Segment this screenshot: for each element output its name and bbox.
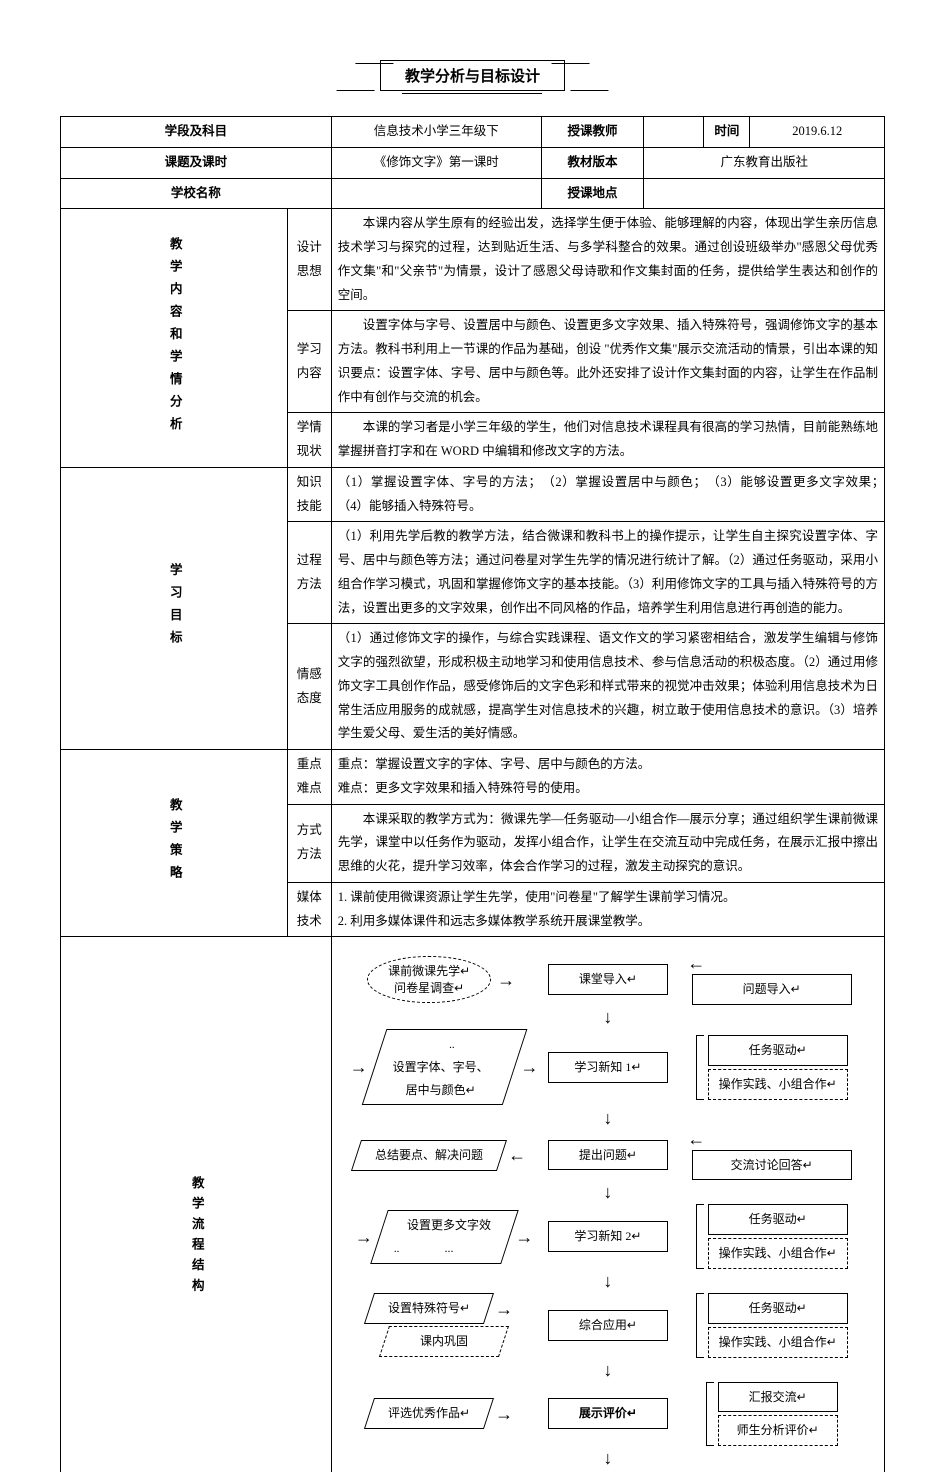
bracket-icon (696, 1035, 704, 1100)
flow-right-5b: 师生分析评价↵ (718, 1415, 838, 1446)
flow-right-1b: 操作实践、小组合作↵ (708, 1069, 848, 1100)
arrow-left-icon: ← (502, 1146, 532, 1164)
arrow-down-icon: ↓ (603, 1449, 612, 1467)
vlabel-strategy: 教学策略 (61, 750, 288, 937)
flowchart-cell: 课前微课先学↵ 问卷星调查↵ → 课堂导入↵ ← 问题导入↵ ↓ (331, 937, 884, 1472)
flow-mid-1: 学习新知 1↵ (548, 1052, 668, 1083)
text-emotion: （1）通过修饰文字的操作，与综合实践课程、语文作文的学习紧密相结合，激发学生编辑… (331, 624, 884, 750)
teacher-value (644, 117, 704, 148)
row-focus: 教学策略 重点难点 重点：掌握设置文字的字体、字号、居中与颜色的方法。 难点：更… (61, 750, 885, 805)
arrow-right-icon: → (489, 1405, 519, 1423)
time-label: 时间 (704, 117, 750, 148)
lesson-value: 《修饰文字》第一课时 (331, 147, 541, 178)
arrow-right-icon: → (349, 1228, 379, 1246)
arrow-left-icon: ← (681, 1130, 711, 1148)
text-learner: 本课的学习者是小学三年级的学生，他们对信息技术课程具有很高的学习热情，目前能熟练… (331, 413, 884, 468)
school-value (331, 178, 541, 209)
lesson-label: 课题及课时 (61, 147, 332, 178)
flow-right-5a: 汇报交流↵ (718, 1382, 838, 1413)
teacher-label: 授课教师 (541, 117, 644, 148)
vlabel-flow: 教学流程结构 (61, 937, 332, 1472)
arrow-down-icon: ↓ (603, 1008, 612, 1026)
flow-mid-0: 课堂导入↵ (548, 964, 668, 995)
row-skill: 学习目标 知识技能 （1）掌握设置字体、字号的方法； （2）掌握设置居中与颜色；… (61, 467, 885, 522)
text-focus: 重点：掌握设置文字的字体、字号、居中与颜色的方法。 难点：更多文字效果和插入特殊… (331, 750, 884, 805)
focus-line1: 重点：掌握设置文字的字体、字号、居中与颜色的方法。 (338, 757, 651, 771)
flow-left-4b: 课内巩固 (379, 1326, 509, 1357)
flow-left-5: 评选优秀作品↵ (364, 1398, 494, 1429)
focus-line2: 难点：更多文字效果和插入特殊符号的使用。 (338, 781, 588, 795)
vlabel-goals: 学习目标 (61, 467, 288, 749)
flow-right-4b: 操作实践、小组合作↵ (708, 1327, 848, 1358)
arrow-right-icon: → (344, 1058, 374, 1076)
text-design-idea: 本课内容从学生原有的经验出发，选择学生便于体验、能够理解的内容，体现出学生亲历信… (331, 209, 884, 311)
flow-cloud-text: 课前微课先学↵ 问卷星调查↵ (388, 964, 470, 995)
flow-left-2: 总结要点、解决问题 (351, 1140, 507, 1171)
label-process: 过程方法 (287, 522, 331, 624)
lesson-plan-table: 学段及科目 信息技术小学三年级下 授课教师 时间 2019.6.12 课题及课时… (60, 116, 885, 1472)
bracket-icon (706, 1382, 714, 1447)
header-row-2: 课题及课时 《修饰文字》第一课时 教材版本 广东教育出版社 (61, 147, 885, 178)
arrow-down-icon: ↓ (603, 1109, 612, 1127)
label-emotion: 情感态度 (287, 624, 331, 750)
arrow-right-icon: → (509, 1228, 539, 1246)
label-method: 方式方法 (287, 804, 331, 882)
label-media: 媒体技术 (287, 882, 331, 937)
textbook-label: 教材版本 (541, 147, 644, 178)
flow-mid-4: 综合应用↵ (548, 1310, 668, 1341)
flow-right-3a: 任务驱动↵ (708, 1204, 848, 1235)
flow-right-0: 问题导入↵ (692, 974, 852, 1005)
arrow-left-icon: ← (681, 954, 711, 972)
flow-left-3: .. 设置更多文字效 ... (370, 1210, 518, 1264)
grade-subject-label: 学段及科目 (61, 117, 332, 148)
arrow-right-icon: → (681, 1470, 711, 1472)
banner-underline (402, 93, 542, 94)
school-label: 学校名称 (61, 178, 332, 209)
label-content: 学习内容 (287, 311, 331, 413)
text-content: 设置字体与字号、设置居中与颜色、设置更多文字效果、插入特殊符号，强调修饰文字的基… (331, 311, 884, 413)
text-process: （1）利用先学后教的教学方法，结合微课和教科书上的操作提示，让学生自主探究设置字… (331, 522, 884, 624)
time-value: 2019.6.12 (750, 117, 885, 148)
flow-mid-3: 学习新知 2↵ (548, 1221, 668, 1252)
flowchart: 课前微课先学↵ 问卷星调查↵ → 课堂导入↵ ← 问题导入↵ ↓ (338, 940, 878, 1472)
label-learner: 学情现状 (287, 413, 331, 468)
header-row-1: 学段及科目 信息技术小学三年级下 授课教师 时间 2019.6.12 (61, 117, 885, 148)
location-value (644, 178, 885, 209)
header-row-3: 学校名称 授课地点 (61, 178, 885, 209)
text-skill: （1）掌握设置字体、字号的方法； （2）掌握设置居中与颜色； （3）能够设置更多… (331, 467, 884, 522)
arrow-right-icon: → (491, 971, 521, 989)
flow-right-1a: 任务驱动↵ (708, 1035, 848, 1066)
arrow-down-icon: ↓ (603, 1183, 612, 1201)
flow-cloud-start: 课前微课先学↵ 问卷星调查↵ (367, 956, 491, 1004)
bracket-icon (696, 1204, 704, 1269)
flow-left-4a: 设置特殊符号↵ (364, 1293, 494, 1324)
label-focus: 重点难点 (287, 750, 331, 805)
row-design-idea: 教学内容和学情分析 设计思想 本课内容从学生原有的经验出发，选择学生便于体验、能… (61, 209, 885, 311)
location-label: 授课地点 (541, 178, 644, 209)
flow-mid-5: 展示评价↵ (548, 1398, 668, 1429)
text-method: 本课采取的教学方式为：微课先学—任务驱动—小组合作—展示分享；通过组织学生课前微… (331, 804, 884, 882)
textbook-value: 广东教育出版社 (644, 147, 885, 178)
vlabel-analysis: 教学内容和学情分析 (61, 209, 288, 468)
flow-right-2: 交流讨论回答↵ (692, 1150, 852, 1181)
arrow-right-icon: → (489, 1300, 519, 1318)
media-line2: 2. 利用多媒体课件和远志多媒体教学系统开展课堂教学。 (338, 914, 651, 928)
media-line1: 1. 课前使用微课资源让学生先学，使用"问卷星"了解学生课前学习情况。 (338, 890, 736, 904)
arrow-down-icon: ↓ (603, 1272, 612, 1290)
grade-subject-value: 信息技术小学三年级下 (331, 117, 541, 148)
banner: 教学分析与目标设计 (60, 60, 885, 94)
label-skill: 知识技能 (287, 467, 331, 522)
banner-title: 教学分析与目标设计 (380, 60, 565, 91)
arrow-down-icon: ↓ (603, 1361, 612, 1379)
arrow-right-icon: → (514, 1058, 544, 1076)
bracket-icon (696, 1293, 704, 1358)
row-flow: 教学流程结构 课前微课先学↵ 问卷星调查↵ → 课堂导入↵ ← (61, 937, 885, 1472)
label-design-idea: 设计思想 (287, 209, 331, 311)
flow-right-4a: 任务驱动↵ (708, 1293, 848, 1324)
flow-left-1: .. 设置字体、字号、居中与颜色↵ (361, 1029, 527, 1105)
text-media: 1. 课前使用微课资源让学生先学，使用"问卷星"了解学生课前学习情况。 2. 利… (331, 882, 884, 937)
flow-mid-2: 提出问题↵ (548, 1140, 668, 1171)
flow-right-3b: 操作实践、小组合作↵ (708, 1238, 848, 1269)
